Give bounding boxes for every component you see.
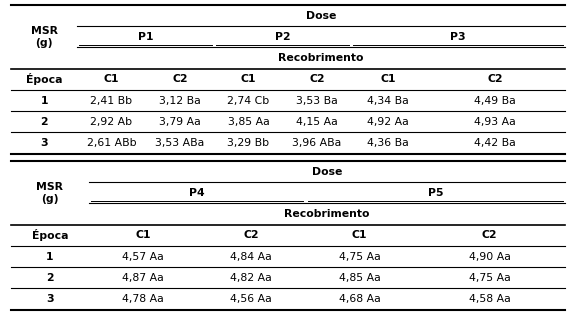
Text: 3,29 Bb: 3,29 Bb [227, 138, 270, 148]
Text: 3: 3 [46, 294, 54, 304]
Text: MSR
(g): MSR (g) [31, 26, 58, 48]
Text: 4,57 Aa: 4,57 Aa [122, 251, 164, 262]
Text: 2,61 ABb: 2,61 ABb [87, 138, 136, 148]
Text: C2: C2 [482, 230, 497, 240]
Text: C1: C1 [380, 74, 396, 84]
Text: P4: P4 [189, 188, 205, 198]
Text: C2: C2 [309, 74, 325, 84]
Text: 3,85 Aa: 3,85 Aa [227, 117, 270, 127]
Text: C2: C2 [243, 230, 259, 240]
Text: 4,34 Ba: 4,34 Ba [367, 95, 409, 106]
Text: 4,93 Aa: 4,93 Aa [475, 117, 516, 127]
Text: 2,41 Bb: 2,41 Bb [90, 95, 132, 106]
Text: 2,74 Cb: 2,74 Cb [227, 95, 270, 106]
Text: C1: C1 [240, 74, 256, 84]
Text: 1: 1 [41, 95, 48, 106]
Text: 4,82 Aa: 4,82 Aa [230, 273, 272, 283]
Text: C1: C1 [135, 230, 151, 240]
Text: 3,96 ABa: 3,96 ABa [292, 138, 341, 148]
Text: 2: 2 [46, 273, 54, 283]
Text: 4,75 Aa: 4,75 Aa [469, 273, 510, 283]
Text: P1: P1 [138, 32, 154, 42]
Text: 4,85 Aa: 4,85 Aa [339, 273, 381, 283]
Text: Recobrimento: Recobrimento [279, 53, 364, 63]
Text: Época: Época [26, 73, 62, 85]
Text: 4,84 Aa: 4,84 Aa [230, 251, 272, 262]
Text: C1: C1 [352, 230, 368, 240]
Text: 3,53 ABa: 3,53 ABa [155, 138, 204, 148]
Text: C1: C1 [103, 74, 119, 84]
Text: 4,58 Aa: 4,58 Aa [469, 294, 510, 304]
Text: 1: 1 [46, 251, 54, 262]
Text: 4,42 Ba: 4,42 Ba [475, 138, 516, 148]
Text: 2: 2 [41, 117, 48, 127]
Text: 3: 3 [41, 138, 48, 148]
Text: Dose: Dose [312, 166, 342, 177]
Text: Época: Época [32, 229, 68, 241]
Text: 4,56 Aa: 4,56 Aa [230, 294, 272, 304]
Text: C2: C2 [488, 74, 503, 84]
Text: MSR
(g): MSR (g) [37, 182, 63, 204]
Text: 4,78 Aa: 4,78 Aa [122, 294, 164, 304]
Text: P3: P3 [451, 32, 466, 42]
Text: 4,90 Aa: 4,90 Aa [469, 251, 510, 262]
Text: 4,92 Aa: 4,92 Aa [367, 117, 409, 127]
Text: P2: P2 [275, 32, 291, 42]
Text: Dose: Dose [306, 10, 336, 21]
Text: 2,92 Ab: 2,92 Ab [90, 117, 132, 127]
Text: 4,68 Aa: 4,68 Aa [339, 294, 381, 304]
Text: 3,79 Aa: 3,79 Aa [159, 117, 201, 127]
Text: C2: C2 [172, 74, 188, 84]
Text: 4,36 Ba: 4,36 Ba [367, 138, 409, 148]
Text: 4,15 Aa: 4,15 Aa [296, 117, 338, 127]
Text: 4,87 Aa: 4,87 Aa [122, 273, 164, 283]
Text: 3,53 Ba: 3,53 Ba [296, 95, 338, 106]
Text: 4,75 Aa: 4,75 Aa [339, 251, 381, 262]
Text: Recobrimento: Recobrimento [284, 209, 369, 219]
Text: 3,12 Ba: 3,12 Ba [159, 95, 201, 106]
Text: 4,49 Ba: 4,49 Ba [475, 95, 516, 106]
Text: P5: P5 [428, 188, 443, 198]
